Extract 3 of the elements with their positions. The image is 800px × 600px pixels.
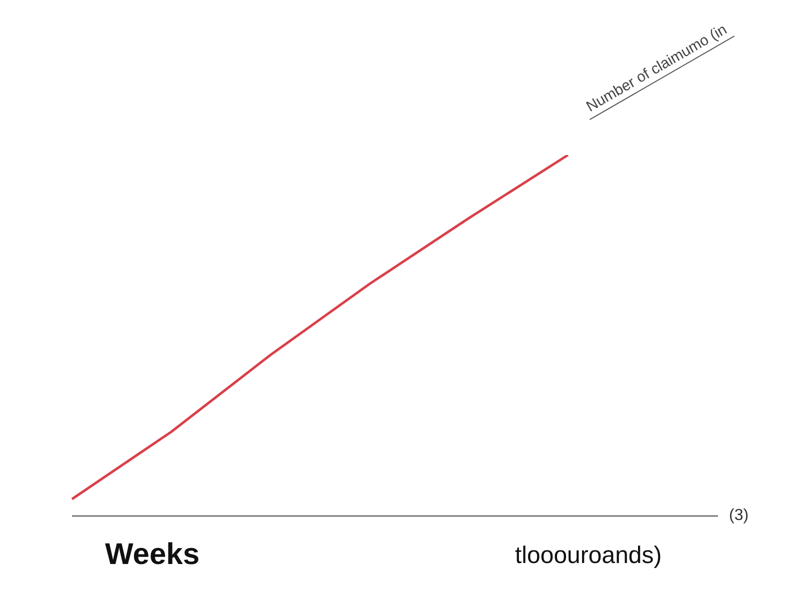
x-axis-title: Weeks: [105, 538, 200, 572]
text: tlooouroands): [515, 542, 662, 570]
text: (3): [729, 507, 749, 525]
